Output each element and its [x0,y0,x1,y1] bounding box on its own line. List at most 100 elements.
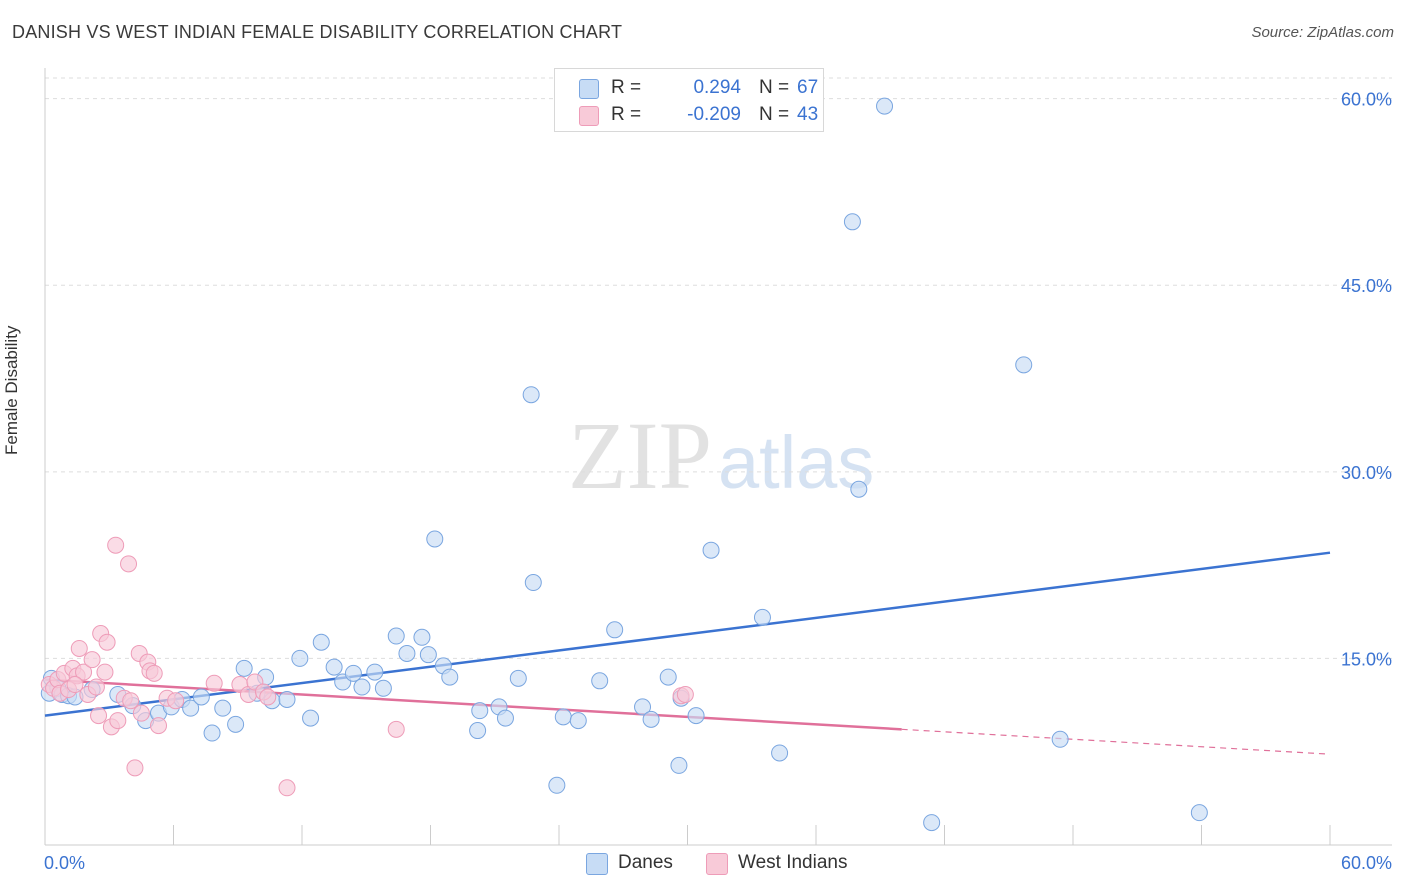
point-danes [471,702,489,720]
source-label: Source: ZipAtlas.com [1251,24,1394,41]
danes-swatch [579,79,599,99]
trend-line-west-indians-extension [901,728,1331,755]
point-danes [634,698,652,716]
point-danes [203,724,221,742]
point-danes [419,646,437,664]
point-west-indians [87,678,105,696]
point-west-indians [70,639,88,657]
point-danes [753,608,771,626]
point-west-indians [387,720,405,738]
west-indians-swatch [579,106,599,126]
point-danes [182,699,200,717]
point-west-indians [132,704,150,722]
point-west-indians [109,712,127,730]
point-danes [235,659,253,677]
point-danes [291,649,309,667]
point-west-indians [83,651,101,669]
point-danes [325,658,343,676]
y-tick-label: 15.0% [1341,649,1392,669]
point-danes [302,709,320,727]
point-danes [591,672,609,690]
point-west-indians [107,536,125,554]
point-west-indians [145,664,163,682]
point-danes [1190,804,1208,822]
point-danes [923,814,941,832]
point-danes [850,480,868,498]
point-danes [469,722,487,740]
point-danes [214,699,232,717]
data-points [40,97,1208,832]
point-danes [387,627,405,645]
point-danes [876,97,894,115]
watermark-zip: ZIP [568,402,712,509]
point-danes [606,621,624,639]
point-west-indians [676,685,694,703]
r-label: R = [611,77,642,98]
n-value: 67 [797,77,819,98]
point-danes [426,530,444,548]
point-west-indians [167,692,185,710]
point-danes [509,669,527,687]
point-danes [687,707,705,725]
watermark-atlas: atlas [718,421,874,504]
point-west-indians [205,674,223,692]
y-axis-label: Female Disability [2,325,21,455]
point-danes [312,633,330,651]
point-danes [374,679,392,697]
n-label: N = [759,104,790,125]
r-label: R = [611,104,642,125]
point-danes [278,690,296,708]
point-west-indians [90,707,108,725]
point-west-indians [98,633,116,651]
y-tick-label: 30.0% [1341,463,1392,483]
point-west-indians [96,663,114,681]
point-danes [524,574,542,592]
point-danes [642,710,660,728]
point-danes [1051,730,1069,748]
point-danes [398,644,416,662]
y-tick-label: 60.0% [1341,90,1392,110]
point-west-indians [122,692,140,710]
point-west-indians [120,555,138,573]
point-danes [496,709,514,727]
point-danes [413,628,431,646]
point-west-indians [66,676,84,694]
point-west-indians [259,688,277,706]
stats-box: R = 0.294 N = 67 R = -0.209 N = 43 [554,68,824,132]
point-danes [548,776,566,794]
point-danes [670,756,688,774]
point-danes [702,541,720,559]
point-danes [344,664,362,682]
legend-label-danes: Danes [618,852,673,873]
point-danes [771,744,789,762]
trend-line-west-indians [44,678,902,731]
tick-labels: 15.0% 30.0% 45.0% 60.0% 0.0% 60.0% [44,90,1392,873]
x-tick-label: 60.0% [1341,853,1392,873]
x-tick-label: 0.0% [44,853,85,873]
point-danes [227,715,245,733]
point-danes [554,708,572,726]
r-value: 0.294 [693,77,741,98]
point-west-indians [75,663,93,681]
legend-swatch-danes [586,853,608,875]
y-tick-label: 45.0% [1341,276,1392,296]
chart-title: DANISH VS WEST INDIAN FEMALE DISABILITY … [12,22,623,42]
point-danes [353,678,371,696]
point-west-indians [150,717,168,735]
point-danes [192,688,210,706]
n-label: N = [759,77,790,98]
point-danes [843,213,861,231]
n-value: 43 [797,104,819,125]
point-danes [1015,356,1033,374]
point-danes [569,712,587,730]
point-west-indians [126,759,144,777]
point-danes [366,663,384,681]
legend-swatch-west-indians [706,853,728,875]
point-danes [522,386,540,404]
point-danes [659,668,677,686]
point-west-indians [278,779,296,797]
legend-label-west-indians: West Indians [738,852,848,873]
point-danes [441,668,459,686]
r-value: -0.209 [687,104,741,125]
